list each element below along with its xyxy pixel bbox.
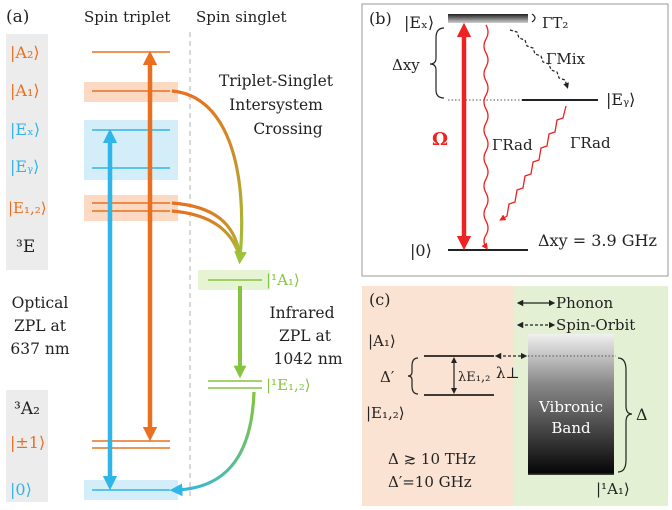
label-omega: Ω	[432, 129, 448, 150]
label-gamma-rad-2: ΓRad	[570, 134, 611, 152]
label-lambda-E12: λE₁,₂	[458, 370, 490, 385]
label-box-ground	[6, 390, 48, 502]
infrared-label-line2: ZPL at	[279, 327, 332, 345]
optical-label-line2: ZPL at	[14, 317, 67, 335]
band-ExEy	[84, 120, 178, 180]
panel-b: (b) |Eₓ⟩ |Eᵧ⟩ |0⟩ Δxy Ω ΓRad ΓRad ΓMix Γ…	[361, 3, 669, 277]
label-E12: |E₁,₂⟩	[8, 199, 47, 217]
label-gamma-mix: ΓMix	[546, 50, 586, 68]
label-delta: Δ	[636, 405, 648, 424]
cond-delta: Δ ≳ 10 THz	[388, 450, 476, 468]
col-spin-triplet: Spin triplet	[84, 8, 170, 26]
panel-c-left-bg	[362, 286, 514, 506]
isc-label-line2: Intersystem	[229, 96, 323, 114]
isc-label-line3: Crossing	[253, 120, 322, 138]
optical-label-line1: Optical	[12, 294, 69, 312]
cond-delta-prime: Δ′=10 GHz	[388, 473, 472, 491]
infrared-label-line1: Infrared	[270, 304, 335, 322]
term-3E: ³E	[16, 237, 35, 257]
band-label-line1: Vibronic	[538, 398, 603, 416]
label-b-Ey: |Eᵧ⟩	[606, 90, 635, 109]
label-A1: |A₁⟩	[10, 81, 40, 100]
band-E12	[84, 195, 178, 221]
label-b-zero: |0⟩	[410, 241, 432, 260]
isc-curve-E12-b	[171, 209, 242, 259]
panel-a: (a) Spin triplet Spin singlet	[6, 7, 343, 502]
band-A1	[84, 82, 178, 102]
label-singlet-A1: |¹A₁⟩	[266, 271, 300, 289]
label-c-A1: |A₁⟩	[368, 332, 396, 350]
label-gamma-rad-1: ΓRad	[492, 136, 533, 154]
panel-b-tag: (b)	[369, 9, 392, 28]
vibronic-band	[528, 334, 614, 474]
wave-gamma-rad-1	[481, 24, 489, 250]
isc-curve-A1	[171, 89, 247, 265]
wave-gamma-rad-2	[499, 105, 567, 221]
label-delta-prime: Δ′	[380, 368, 395, 386]
label-A2: |A₂⟩	[10, 43, 40, 62]
label-Ey: |Eᵧ⟩	[10, 157, 39, 176]
label-pm1: |±1⟩	[10, 433, 45, 452]
label-box-excited	[6, 34, 48, 270]
brace-delta	[617, 357, 633, 473]
legend-spin-orbit: Spin-Orbit	[556, 316, 635, 334]
label-delta-value: Δxy = 3.9 GHz	[538, 231, 657, 250]
label-singlet-E12: |¹E₁,₂⟩	[266, 376, 311, 394]
isc-curve-return	[169, 391, 256, 497]
wave-gamma-mix	[509, 29, 569, 89]
panel-c-tag: (c)	[369, 290, 390, 309]
label-Ex: |Eₓ⟩	[10, 120, 40, 139]
label-b-Ex: |Eₓ⟩	[404, 13, 434, 32]
label-gamma-t2: ΓT₂	[542, 14, 568, 32]
label-delta-xy: Δxy	[392, 56, 420, 74]
brace-gamma-t2	[531, 13, 536, 23]
level-b-Ex	[448, 14, 528, 23]
brace-delta-xy	[429, 27, 445, 99]
band-label-line2: Band	[551, 419, 591, 437]
label-zero: |0⟩	[10, 480, 32, 499]
isc-curve-E12-a	[171, 201, 242, 259]
label-c-E12: |E₁,₂⟩	[366, 404, 405, 422]
brace-delta-prime	[407, 357, 419, 395]
isc-label-line1: Triplet-Singlet	[219, 72, 334, 90]
panel-b-frame	[361, 3, 669, 277]
legend-phonon: Phonon	[556, 294, 613, 312]
panel-c: (c) Phonon Spin-Orbit |A₁⟩ |E₁,₂⟩ Δ′ λE₁…	[362, 286, 668, 506]
optical-label-line3: 637 nm	[10, 340, 69, 358]
label-lambda-perp: λ⊥	[496, 364, 520, 382]
term-3A2: ³A₂	[14, 399, 40, 419]
infrared-label-line3: 1042 nm	[273, 350, 342, 368]
col-spin-singlet: Spin singlet	[196, 8, 287, 26]
panel-a-tag: (a)	[6, 7, 29, 27]
label-c-singlet-A1: |¹A₁⟩	[596, 480, 630, 498]
